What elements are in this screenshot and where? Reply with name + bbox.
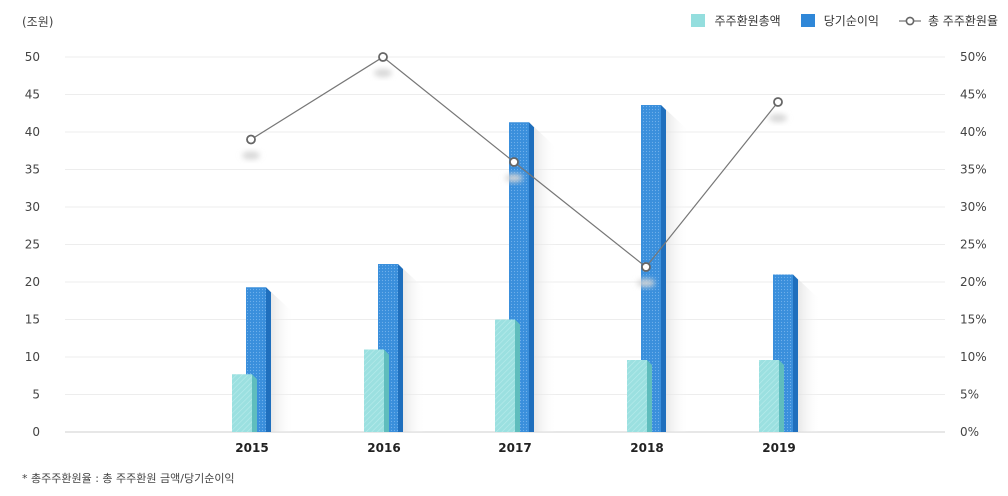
bar-shadow — [266, 287, 294, 432]
bar-shareholder-return — [495, 319, 515, 432]
bar-net-income-side — [266, 287, 271, 432]
y-axis-unit-label: (조원) — [22, 15, 54, 29]
legend-swatch-net-income — [800, 14, 815, 27]
legend-item-net-income: 당기순이익 — [800, 12, 879, 29]
ratio-point — [378, 52, 388, 62]
left-tick-label: 35 — [25, 163, 40, 177]
bar-shareholder-return-side — [647, 360, 652, 432]
bar-net-income — [641, 105, 661, 432]
marker-shadow — [769, 114, 787, 122]
bar-shadow — [661, 105, 689, 432]
bar-shareholder-return — [364, 349, 384, 432]
bar-shareholder-return-side — [515, 319, 520, 432]
marker-shadow — [374, 69, 392, 77]
left-tick-label: 40 — [25, 125, 40, 139]
right-tick-label: 0% — [960, 425, 979, 439]
x-tick-label: 2018 — [630, 441, 663, 455]
bars — [232, 105, 821, 432]
right-tick-label: 10% — [960, 350, 987, 364]
left-tick-label: 45 — [25, 88, 40, 102]
left-tick-label: 50 — [25, 50, 40, 64]
x-tick-label: 2016 — [367, 441, 400, 455]
chart-legend: 주주환원총액 당기순이익 총 주주환원율 — [671, 12, 998, 29]
right-tick-label: 45% — [960, 88, 987, 102]
bar-net-income-side — [793, 274, 798, 432]
legend-line-circle-icon — [898, 16, 921, 25]
legend-label-return-ratio: 총 주주환원율 — [927, 14, 998, 28]
bar-shareholder-return — [232, 374, 252, 432]
left-tick-label: 25 — [25, 238, 40, 252]
legend-label-shareholder-return: 주주환원총액 — [714, 14, 781, 28]
bar-net-income-side — [398, 264, 403, 432]
bar-shareholder-return-side — [779, 360, 784, 432]
marker-shadow — [505, 174, 523, 182]
right-y-axis: 0% 5% 10% 15% 20% 25% 30% 35% 40% 45% 50% — [960, 50, 987, 439]
right-tick-label: 50% — [960, 50, 987, 64]
bar-net-income-side — [661, 105, 666, 432]
left-tick-label: 0 — [32, 425, 40, 439]
ratio-point — [509, 157, 519, 167]
right-tick-label: 40% — [960, 125, 987, 139]
legend-swatch-shareholder-return — [691, 14, 706, 27]
ratio-point — [246, 134, 256, 145]
x-axis: 2015 2016 2017 2018 2019 — [235, 441, 795, 455]
right-tick-label: 25% — [960, 238, 987, 252]
marker-shadow — [637, 279, 655, 287]
left-y-axis: 0 5 10 15 20 25 30 35 40 45 50 — [25, 50, 40, 439]
legend-label-net-income: 당기순이익 — [823, 14, 879, 28]
bar-shareholder-return — [759, 360, 779, 432]
legend-item-return-ratio: 총 주주환원율 — [898, 12, 998, 29]
marker-shadow — [242, 151, 260, 160]
bar-shareholder-return — [627, 360, 647, 432]
right-tick-label: 15% — [960, 313, 987, 327]
bar-shadow — [529, 122, 557, 432]
bar-net-income-side — [529, 122, 534, 432]
right-tick-label: 30% — [960, 200, 987, 214]
return-ratio-line — [242, 52, 787, 287]
bar-shareholder-return-side — [384, 349, 389, 432]
left-tick-label: 10 — [25, 350, 40, 364]
right-tick-label: 35% — [960, 163, 987, 177]
right-tick-label: 20% — [960, 275, 987, 289]
right-tick-label: 5% — [960, 388, 979, 402]
legend-item-shareholder-return: 주주환원총액 — [691, 12, 781, 29]
left-tick-label: 5 — [32, 388, 40, 402]
x-tick-label: 2017 — [498, 441, 531, 455]
bar-shadow — [398, 264, 426, 432]
x-tick-label: 2015 — [235, 441, 268, 455]
left-tick-label: 20 — [25, 275, 40, 289]
x-tick-label: 2019 — [762, 441, 795, 455]
footnote: * 총주주환원율 : 총 주주환원 금액/당기순이익 — [22, 472, 235, 485]
bar-shareholder-return-side — [252, 374, 257, 432]
left-tick-label: 30 — [25, 200, 40, 214]
ratio-point — [773, 97, 783, 107]
bar-shadow — [793, 274, 821, 432]
ratio-point — [641, 262, 651, 272]
left-tick-label: 15 — [25, 313, 40, 327]
